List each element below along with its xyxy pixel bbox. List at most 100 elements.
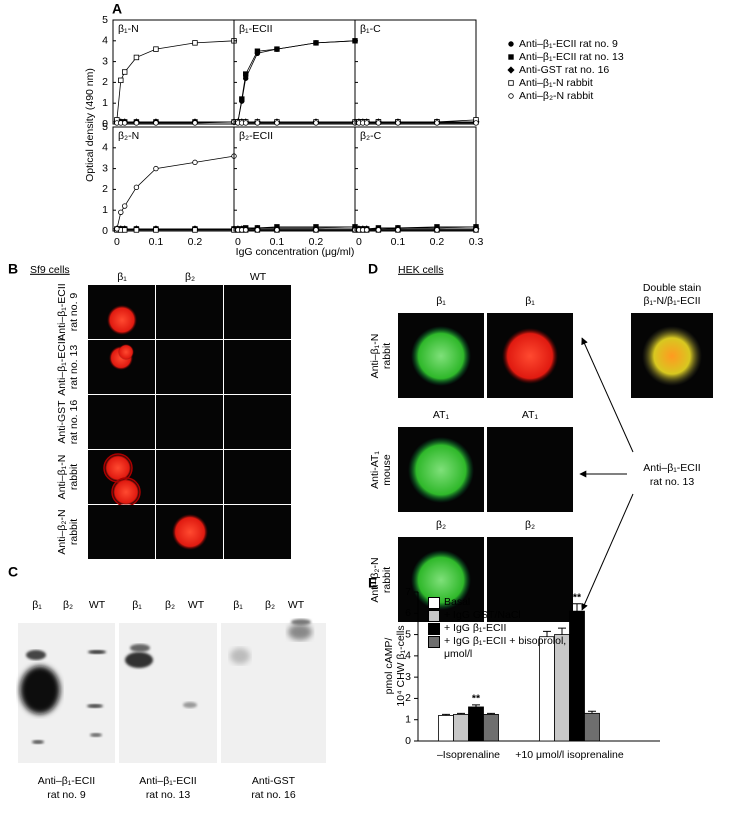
data-point (192, 159, 198, 166)
error-bar (457, 712, 465, 715)
lane-label: β₂ (265, 599, 275, 611)
arrows (579, 337, 634, 611)
subplot-frame (354, 19, 477, 125)
subplot-frame (233, 126, 356, 232)
data-point (133, 54, 140, 61)
data-point (434, 227, 440, 233)
row-label: rat no. 13 (68, 345, 80, 390)
data-point (313, 227, 319, 233)
blot (119, 623, 217, 763)
blot-band (88, 650, 106, 654)
blot-label: Anti-GST (252, 775, 296, 787)
data-point (364, 120, 370, 126)
y-tick-label: 7 (405, 586, 411, 598)
bar (438, 715, 454, 742)
bar (584, 712, 600, 742)
data-point (254, 120, 261, 126)
micrograph (224, 395, 291, 449)
legend-label: + IgG β₁-ECII + bisoprolol, 5 μmol/l (444, 635, 575, 660)
data-point (192, 120, 198, 126)
micrograph (156, 340, 223, 394)
row-label: Anti–β₂-N (56, 509, 68, 554)
error-bar (487, 712, 495, 715)
y-tick-label: 0 (405, 735, 411, 747)
cell (411, 550, 471, 610)
micrograph (224, 340, 291, 394)
x-tick-label: 0.1 (149, 236, 164, 248)
data-point (133, 184, 140, 191)
data-point (118, 209, 124, 215)
y-tick-label: 2 (102, 76, 108, 88)
blot-label: rat no. 9 (47, 789, 86, 801)
cell (118, 344, 134, 360)
y-tick-label: 3 (405, 671, 411, 683)
column-header: AT₁ (522, 409, 539, 421)
data-point (239, 96, 245, 102)
legend-label: Anti–β₁-N rabbit (519, 77, 593, 89)
legend-label: Anti–β₁-ECII rat no. 13 (519, 51, 624, 63)
legend-label: Basal (444, 596, 471, 608)
blot-band (230, 648, 250, 664)
panel-title: Sf9 cells (30, 264, 70, 276)
y-tick-label: 0 (102, 225, 108, 237)
x-tick-label: 0 (235, 236, 241, 248)
blot-band (291, 619, 311, 625)
micrograph (156, 395, 223, 449)
micrograph (487, 427, 573, 512)
legend-marker (508, 41, 514, 47)
row-label: rabbit (68, 464, 80, 490)
subplot-title: β₁-C (360, 23, 381, 35)
data-point (274, 120, 280, 126)
data-point (434, 120, 440, 126)
y-axis-label: 10⁴ CHW β₁-cells (395, 625, 407, 706)
y-tick-label: 0 (102, 118, 108, 130)
legend-label: + IgG GST/NaCl (444, 609, 521, 621)
data-point (254, 48, 261, 54)
y-tick-label: 5 (102, 121, 108, 133)
legend-item: + IgG β₁-ECII + bisoprolol, 5 μmol/l (428, 635, 588, 661)
subplot-frame (112, 19, 235, 125)
row-label: Anti–β₁-ECII (56, 283, 68, 340)
subplot-title: β₁-ECII (239, 23, 273, 35)
data-point (122, 203, 128, 209)
subplot-title: β₁-N (118, 23, 139, 35)
legend-swatch (428, 623, 440, 635)
panel-letter: D (368, 261, 378, 277)
row-label: Anti-GST (56, 400, 68, 444)
row-label: rabbit (381, 343, 393, 369)
y-tick-label: 4 (405, 650, 411, 662)
y-axis-label: Optical density (490 nm) (84, 68, 96, 182)
bar (453, 713, 469, 742)
data-point (395, 227, 401, 233)
legend-label: Anti–β₂-N rabbit (519, 90, 593, 102)
data-point (133, 227, 140, 233)
blot-band (87, 704, 103, 708)
cell (111, 477, 141, 507)
lane-label: WT (288, 599, 305, 611)
x-tick-label: +10 μmol/l isoprenaline (515, 749, 624, 761)
row-label: rat no. 16 (68, 400, 80, 445)
legend-swatch (428, 610, 440, 622)
x-tick-label: 0.2 (309, 236, 324, 248)
subplot-title: β₂-C (360, 130, 382, 142)
x-tick-label: –Isoprenaline (437, 749, 500, 761)
data-point (153, 120, 159, 126)
row-label: Anti-AT₁ (369, 451, 381, 489)
subplot-title: β₂-ECII (239, 130, 273, 142)
antibody-label: rat no. 13 (650, 476, 695, 488)
column-header: β₂ (185, 271, 195, 283)
legend-swatch (428, 597, 440, 609)
error-bar (472, 704, 480, 707)
error-bar (588, 710, 596, 714)
x-tick-label: 0.1 (391, 236, 406, 248)
y-tick-label: 2 (102, 183, 108, 195)
data-point (133, 120, 140, 126)
column-header: β₁ (436, 295, 446, 307)
legend-marker (508, 93, 514, 99)
cell (642, 326, 702, 386)
y-tick-label: 3 (102, 162, 108, 174)
subplot-title: β₂-N (118, 130, 139, 142)
data-point (243, 71, 249, 77)
micrograph (224, 450, 291, 504)
